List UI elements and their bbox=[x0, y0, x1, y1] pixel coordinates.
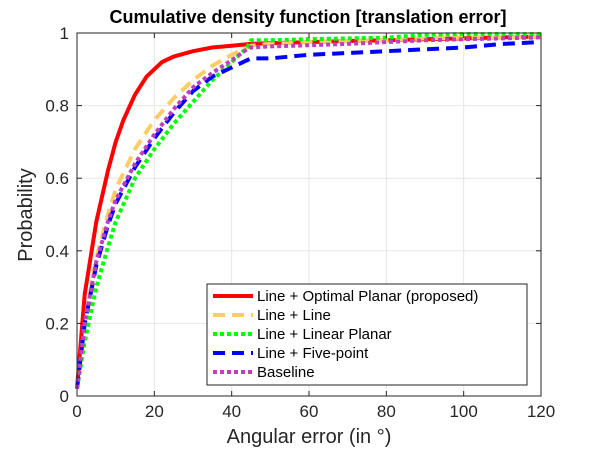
x-tick-label: 80 bbox=[377, 402, 396, 421]
series-line-3 bbox=[75, 40, 542, 389]
y-tick-label: 0.4 bbox=[45, 242, 69, 261]
series-line-2 bbox=[75, 32, 541, 390]
legend: Line + Optimal Planar (proposed) Line + L… bbox=[206, 283, 528, 386]
y-axis-label: Probability bbox=[15, 168, 37, 261]
x-tick-label: 60 bbox=[300, 402, 319, 421]
legend-box bbox=[206, 283, 528, 386]
legend-label-3: Line + Five-point bbox=[257, 345, 369, 362]
series-group bbox=[75, 32, 542, 390]
x-axis-label: Angular error (in °) bbox=[227, 426, 392, 448]
legend-label-1: Line + Line bbox=[257, 307, 331, 324]
axis-ticks: 0 20 40 60 80 100 120 0 0.2 0.4 0.6 0.8 1 bbox=[45, 24, 555, 421]
x-tick-label: 40 bbox=[222, 402, 241, 421]
y-tick-label: 1 bbox=[60, 24, 69, 43]
legend-label-4: Baseline bbox=[257, 364, 315, 381]
y-tick-label: 0.8 bbox=[45, 97, 69, 116]
x-tick-label: 20 bbox=[145, 402, 164, 421]
y-tick-label: 0.2 bbox=[45, 314, 69, 333]
chart-title: Cumulative density function [translation… bbox=[109, 7, 506, 27]
y-tick-label: 0 bbox=[60, 387, 69, 406]
legend-label-0: Line + Optimal Planar (proposed) bbox=[257, 288, 478, 305]
x-tick-label: 100 bbox=[449, 402, 477, 421]
y-tick-label: 0.6 bbox=[45, 169, 69, 188]
x-tick-label: 120 bbox=[527, 402, 555, 421]
x-tick-label: 0 bbox=[72, 402, 81, 421]
series-line-4 bbox=[75, 35, 542, 389]
legend-label-2: Line + Linear Planar bbox=[257, 326, 392, 343]
